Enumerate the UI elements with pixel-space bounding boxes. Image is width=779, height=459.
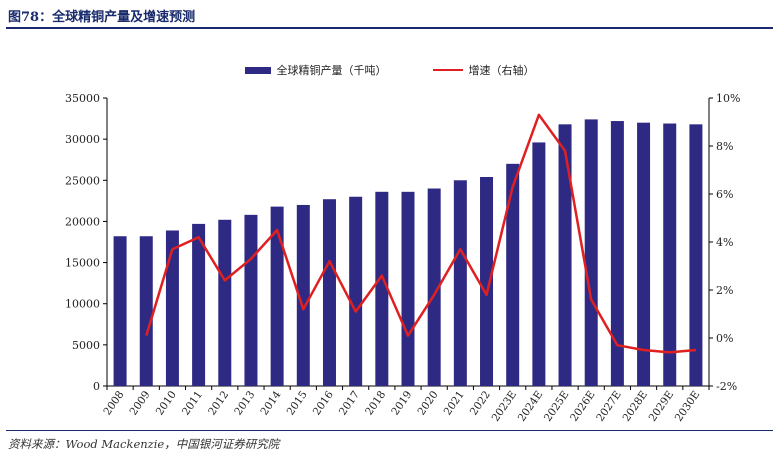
y-left-tick-label: 10000 <box>65 298 100 311</box>
x-tick-label: 2026E <box>568 389 598 424</box>
x-tick-label: 2018 <box>363 389 388 418</box>
y-left-tick-label: 20000 <box>65 215 100 228</box>
bar-2021 <box>453 180 467 386</box>
x-tick-label: 2019 <box>389 389 414 418</box>
legend-swatch-bar <box>244 66 271 74</box>
x-tick-label: 2030E <box>673 389 703 424</box>
y-left-tick-label: 15000 <box>65 257 100 270</box>
y-right-tick-label: 6% <box>716 188 733 201</box>
y-right-tick-label: 10% <box>716 92 740 105</box>
bar-2027E <box>610 121 624 386</box>
y-right-tick-label: 4% <box>716 236 733 249</box>
y-left-tick-label: 35000 <box>65 92 100 105</box>
y-left-tick-label: 30000 <box>65 133 100 146</box>
bar-2028E <box>637 122 651 386</box>
bar-2015 <box>296 204 310 386</box>
bar-2010 <box>165 230 179 386</box>
bar-2012 <box>218 219 232 386</box>
y-right-tick-label: 0% <box>716 332 733 345</box>
x-tick-label: 2015 <box>285 389 310 418</box>
x-tick-label: 2012 <box>206 389 231 418</box>
source-note: 资料来源：Wood Mackenzie，中国银河证券研究院 <box>8 437 280 451</box>
x-tick-label: 2022 <box>468 389 493 418</box>
y-left-tick-label: 25000 <box>65 174 100 187</box>
bar-2018 <box>375 191 389 386</box>
x-tick-label: 2029E <box>647 389 677 424</box>
bar-2020 <box>427 188 441 386</box>
x-tick-label: 2020 <box>415 389 440 418</box>
bar-2013 <box>244 214 258 386</box>
bar-2029E <box>663 123 677 386</box>
bar-2017 <box>349 196 363 386</box>
bar-2009 <box>139 236 153 386</box>
x-tick-label: 2021 <box>442 389 467 418</box>
bar-2026E <box>584 119 598 386</box>
bar-2019 <box>401 191 415 386</box>
bar-2011 <box>192 223 206 386</box>
x-tick-label: 2017 <box>337 389 362 418</box>
bar-2024E <box>532 142 546 386</box>
footer-divider <box>6 430 773 431</box>
y-left-tick-label: 5000 <box>72 339 100 352</box>
bar-2025E <box>558 124 572 387</box>
legend-swatch-line <box>432 69 463 71</box>
y-left-tick-label: 0 <box>93 380 100 393</box>
bar-2023E <box>506 163 520 386</box>
legend-label-production: 全球精铜产量（千吨） <box>276 64 387 77</box>
x-tick-label: 2025E <box>542 389 572 424</box>
x-tick-label: 2027E <box>594 389 624 424</box>
x-tick-label: 2009 <box>128 389 153 418</box>
y-right-tick-label: -2% <box>716 380 737 393</box>
y-right-tick-label: 2% <box>716 284 733 297</box>
bar-2008 <box>113 236 127 386</box>
bar-2016 <box>322 199 336 386</box>
bar-2030E <box>689 124 703 387</box>
bar-2014 <box>270 206 284 386</box>
title-divider <box>6 27 773 29</box>
x-tick-label: 2010 <box>154 389 179 418</box>
legend-item-production: 全球精铜产量（千吨） <box>244 62 387 78</box>
x-tick-label: 2014 <box>258 389 283 418</box>
x-tick-label: 2008 <box>101 389 126 418</box>
x-tick-label: 2028E <box>620 389 650 424</box>
x-tick-label: 2011 <box>180 389 205 418</box>
x-tick-label: 2013 <box>232 389 257 418</box>
y-right-tick-label: 8% <box>716 140 733 153</box>
growth-line <box>145 113 697 354</box>
chart-legend: 全球精铜产量（千吨） 增速（右轴） <box>0 62 779 78</box>
x-tick-label: 2016 <box>311 389 336 418</box>
legend-label-growth: 增速（右轴） <box>468 64 535 77</box>
x-tick-label: 2024E <box>516 389 546 424</box>
x-tick-label: 2023E <box>490 389 520 424</box>
chart-title: 图78：全球精铜产量及增速预测 <box>8 10 196 25</box>
bar-2022 <box>480 176 494 386</box>
legend-item-growth: 增速（右轴） <box>432 62 535 78</box>
